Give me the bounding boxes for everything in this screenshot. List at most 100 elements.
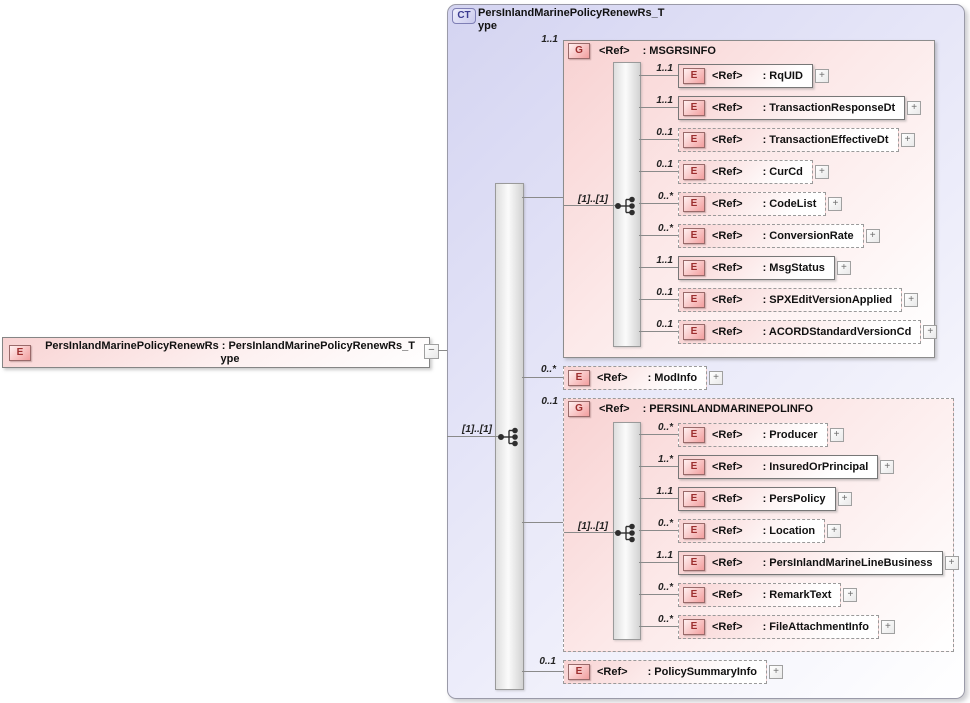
cardinality-label: 0..1 bbox=[539, 656, 556, 667]
element-name: : Producer bbox=[762, 429, 818, 441]
element-badge-icon: E bbox=[9, 344, 31, 361]
connector-line bbox=[639, 107, 678, 108]
element-badge-icon: E bbox=[683, 491, 705, 507]
cardinality-label: 0..* bbox=[657, 422, 673, 433]
ref-label: <Ref> bbox=[712, 134, 743, 146]
expand-toggle[interactable]: + bbox=[709, 371, 724, 385]
element-node-producer[interactable]: E <Ref> : Producer + bbox=[678, 423, 844, 447]
element-node-modinfo[interactable]: E <Ref>: ModInfo + bbox=[563, 366, 724, 390]
connector-line bbox=[639, 299, 678, 300]
element-node-perspolicy[interactable]: E <Ref>: PersPolicy + bbox=[678, 487, 852, 511]
element-name: : TransactionEffectiveDt bbox=[762, 134, 889, 146]
element-box: E <Ref>: InsuredOrPrincipal bbox=[678, 455, 879, 479]
element-badge-icon: E bbox=[683, 324, 705, 340]
element-node-conversionrate[interactable]: E <Ref>: ConversionRate + bbox=[678, 224, 880, 248]
connector-line bbox=[639, 75, 678, 76]
element-box: E <Ref>: MsgStatus bbox=[678, 256, 835, 280]
connector-line bbox=[564, 205, 615, 206]
connector-line bbox=[639, 562, 678, 563]
ref-label: <Ref> bbox=[599, 403, 630, 415]
group-header-persinlandmarinepolinfo: G <Ref> : PERSINLANDMARINEPOLINFO bbox=[568, 401, 813, 417]
expand-toggle[interactable]: + bbox=[880, 460, 895, 474]
expand-toggle[interactable]: + bbox=[836, 261, 851, 275]
expand-toggle[interactable]: + bbox=[865, 229, 880, 243]
element-node-location[interactable]: E <Ref>: Location + bbox=[678, 519, 842, 543]
element-badge-icon: E bbox=[683, 164, 705, 180]
ref-label: <Ref> bbox=[712, 262, 743, 274]
cardinality-label: 1..1 bbox=[656, 550, 673, 561]
root-element-label-line2: ype bbox=[220, 352, 240, 365]
expand-toggle[interactable]: + bbox=[923, 325, 938, 339]
element-node-spxeditversionapplied[interactable]: E <Ref>: SPXEditVersionApplied + bbox=[678, 288, 919, 312]
element-box: E <Ref>: PersInlandMarineLineBusiness bbox=[678, 551, 943, 575]
expand-toggle[interactable]: + bbox=[827, 524, 842, 538]
connector-line bbox=[639, 434, 678, 435]
expand-toggle[interactable]: + bbox=[900, 133, 915, 147]
collapse-toggle[interactable]: − bbox=[424, 344, 439, 359]
expand-toggle[interactable]: + bbox=[769, 665, 783, 679]
element-badge-icon: E bbox=[683, 292, 705, 308]
expand-toggle[interactable]: + bbox=[829, 428, 844, 442]
connector-line bbox=[522, 197, 563, 198]
element-node-transactionresponsedt[interactable]: E <Ref>: TransactionResponseDt + bbox=[678, 96, 922, 120]
element-badge-icon: E bbox=[683, 196, 705, 212]
element-node-msgstatus[interactable]: E <Ref>: MsgStatus + bbox=[678, 256, 851, 280]
cardinality-label: 1..* bbox=[657, 454, 673, 465]
connector-line bbox=[639, 331, 678, 332]
element-node-codelist[interactable]: E <Ref>: CodeList + bbox=[678, 192, 843, 216]
root-element-label-line1: PersInlandMarinePolicyRenewRs : PersInla… bbox=[45, 339, 415, 352]
connector-line bbox=[639, 267, 678, 268]
root-element-label: PersInlandMarinePolicyRenewRs : PersInla… bbox=[31, 340, 429, 366]
expand-toggle[interactable]: + bbox=[814, 69, 829, 83]
expand-toggle[interactable]: + bbox=[907, 101, 922, 115]
element-node-fileattachmentinfo[interactable]: E <Ref>: FileAttachmentInfo + bbox=[678, 615, 895, 639]
root-element-node[interactable]: E PersInlandMarinePolicyRenewRs : PersIn… bbox=[2, 337, 430, 368]
element-name: : ConversionRate bbox=[762, 230, 854, 242]
connector-line bbox=[639, 530, 678, 531]
ref-label: <Ref> bbox=[712, 493, 743, 505]
element-name: : RqUID bbox=[762, 70, 803, 82]
cardinality-label: 1..1 bbox=[541, 34, 558, 45]
element-name: : ACORDStandardVersionCd bbox=[762, 326, 912, 338]
element-node-transactioneffectivedt[interactable]: E <Ref>: TransactionEffectiveDt + bbox=[678, 128, 915, 152]
ref-label: <Ref> bbox=[712, 429, 743, 441]
element-box: E <Ref>: CodeList bbox=[678, 192, 827, 216]
element-node-persinlandmarinelinebusiness[interactable]: E <Ref>: PersInlandMarineLineBusiness + bbox=[678, 551, 959, 575]
element-name: : CodeList bbox=[762, 198, 817, 210]
expand-toggle[interactable]: + bbox=[814, 165, 829, 179]
cardinality-label: 0..* bbox=[657, 614, 673, 625]
element-node-acordstandardversioncd[interactable]: E <Ref>: ACORDStandardVersionCd + bbox=[678, 320, 938, 344]
element-node-curcd[interactable]: E <Ref>: CurCd + bbox=[678, 160, 829, 184]
element-node-policysummaryinfo[interactable]: E <Ref>: PolicySummaryInfo + bbox=[563, 660, 783, 684]
cardinality-label: 1..1 bbox=[656, 255, 673, 266]
ref-label: <Ref> bbox=[597, 372, 628, 384]
ref-label: <Ref> bbox=[712, 589, 743, 601]
element-node-rquid[interactable]: E <Ref>: RqUID + bbox=[678, 64, 829, 88]
element-box: E <Ref>: RqUID bbox=[678, 64, 813, 88]
cardinality-label: 0..* bbox=[657, 191, 673, 202]
expand-toggle[interactable]: + bbox=[880, 620, 895, 634]
connector-line bbox=[639, 139, 678, 140]
cardinality-label: 0..1 bbox=[541, 396, 558, 407]
expand-toggle[interactable]: + bbox=[904, 293, 919, 307]
element-badge-icon: E bbox=[683, 587, 705, 603]
cardinality-label: 0..1 bbox=[656, 287, 673, 298]
element-name: : TransactionResponseDt bbox=[762, 102, 896, 114]
connector-line bbox=[639, 626, 678, 627]
element-badge-icon: E bbox=[683, 619, 705, 635]
expand-toggle[interactable]: + bbox=[944, 556, 959, 570]
ref-label: <Ref> bbox=[597, 666, 628, 678]
element-name: : RemarkText bbox=[762, 589, 832, 601]
element-badge-icon: E bbox=[683, 427, 705, 443]
expand-toggle[interactable]: + bbox=[837, 492, 852, 506]
element-badge-icon: E bbox=[683, 100, 705, 116]
cardinality-label: 0..* bbox=[657, 223, 673, 234]
expand-toggle[interactable]: + bbox=[843, 588, 858, 602]
group-badge-icon: G bbox=[568, 43, 590, 59]
ref-label: <Ref> bbox=[712, 70, 743, 82]
expand-toggle[interactable]: + bbox=[828, 197, 843, 211]
element-node-insuredorprincipal[interactable]: E <Ref>: InsuredOrPrincipal + bbox=[678, 455, 895, 479]
element-name: : InsuredOrPrincipal bbox=[762, 461, 869, 473]
element-node-remarktext[interactable]: E <Ref> : RemarkText + bbox=[678, 583, 858, 607]
